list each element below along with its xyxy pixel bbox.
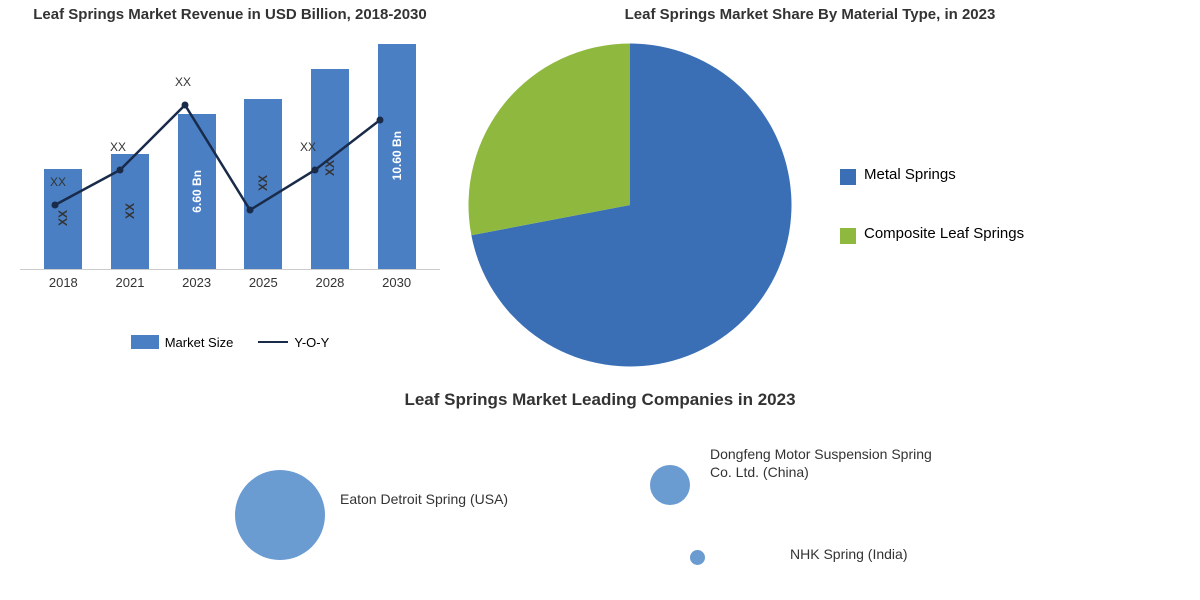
companies-title: Leaf Springs Market Leading Companies in… — [20, 390, 1180, 410]
legend-box-icon — [131, 335, 159, 349]
bars-container: XXXX6.60 BnXXXX10.60 Bn — [20, 40, 440, 270]
x-label: 2028 — [305, 275, 355, 290]
pie-chart: Leaf Springs Market Share By Material Ty… — [440, 5, 1180, 375]
bar-chart-title: Leaf Springs Market Revenue in USD Billi… — [20, 5, 440, 25]
companies-section: Leaf Springs Market Leading Companies in… — [20, 375, 1180, 580]
pie-legend-item: Metal Springs — [840, 166, 1024, 185]
pie-legend-item: Composite Leaf Springs — [840, 225, 1024, 244]
company-bubble — [235, 470, 325, 560]
x-label: 2018 — [38, 275, 88, 290]
pie-chart-title: Leaf Springs Market Share By Material Ty… — [440, 5, 1180, 25]
x-label: 2021 — [105, 275, 155, 290]
yoy-annotation: XX — [175, 75, 191, 89]
pie-legend-label: Metal Springs — [864, 166, 956, 183]
legend-yoy: Y-O-Y — [258, 335, 329, 350]
bar-legend: Market Size Y-O-Y — [20, 335, 440, 350]
yoy-annotation: XX — [300, 140, 316, 154]
company-bubble — [690, 550, 705, 565]
x-label: 2023 — [172, 275, 222, 290]
x-label: 2025 — [238, 275, 288, 290]
yoy-annotation: XX — [50, 175, 66, 189]
company-label: Dongfeng Motor Suspension Spring Co. Ltd… — [710, 445, 940, 481]
x-axis-labels: 2018 2021 2023 2025 2028 2030 — [20, 270, 440, 290]
legend-market-size: Market Size — [131, 335, 234, 350]
company-label: NHK Spring (India) — [790, 545, 1020, 563]
company-label: Eaton Detroit Spring (USA) — [340, 490, 570, 508]
pie-legend: Metal Springs Composite Leaf Springs — [840, 35, 1024, 375]
pie-svg — [460, 35, 800, 375]
pie-legend-label: Composite Leaf Springs — [864, 225, 1024, 242]
bubbles-area: Eaton Detroit Spring (USA) Dongfeng Motor… — [20, 430, 1180, 580]
yoy-annotation: XX — [110, 140, 126, 154]
bar-chart: Leaf Springs Market Revenue in USD Billi… — [20, 5, 440, 375]
legend-line-icon — [258, 341, 288, 343]
x-label: 2030 — [372, 275, 422, 290]
legend-color-box — [840, 169, 856, 185]
legend-color-box — [840, 228, 856, 244]
legend-market-label: Market Size — [165, 335, 234, 350]
company-bubble — [650, 465, 690, 505]
legend-yoy-label: Y-O-Y — [294, 335, 329, 350]
